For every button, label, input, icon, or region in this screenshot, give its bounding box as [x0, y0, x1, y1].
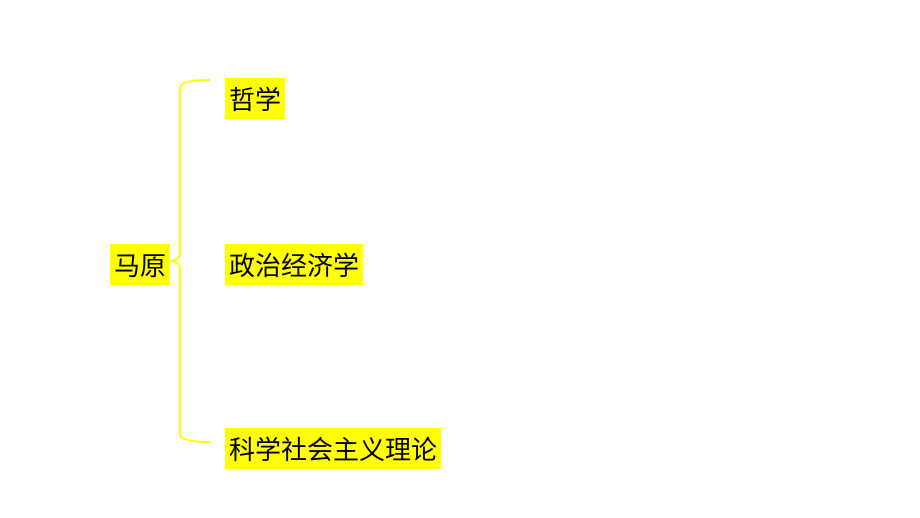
child-label-2: 科学社会主义理论	[229, 436, 437, 465]
child-label-0: 哲学	[229, 86, 281, 115]
root-label: 马原	[114, 252, 166, 281]
child-node-1: 政治经济学	[225, 244, 363, 285]
child-label-1: 政治经济学	[229, 252, 359, 281]
root-node: 马原	[110, 244, 170, 285]
child-node-0: 哲学	[225, 78, 285, 119]
bracket-connector	[168, 75, 210, 447]
child-node-2: 科学社会主义理论	[225, 428, 441, 469]
